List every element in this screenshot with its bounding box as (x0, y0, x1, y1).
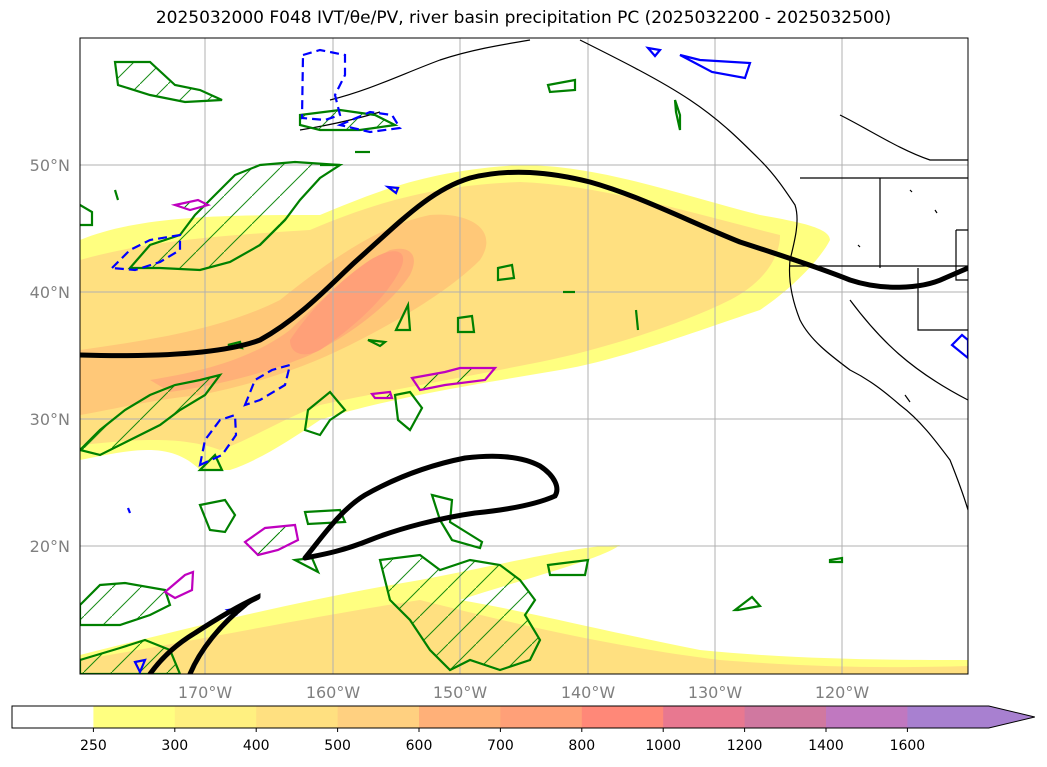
lon-label-150w: 150°W (433, 683, 488, 702)
colorbar-tick-label: 1400 (808, 738, 844, 754)
lon-label-120w: 120°W (815, 683, 870, 702)
theta-e-contours-open (80, 78, 844, 612)
lon-label-170w: 170°W (178, 683, 233, 702)
colorbar-segment (93, 706, 176, 728)
theta-e-contours (80, 60, 542, 674)
lat-labels: 50°N 40°N 30°N 20°N (30, 156, 70, 556)
colorbar-tick-label: 1000 (645, 738, 681, 754)
lat-label-20n: 20°N (30, 537, 70, 556)
colorbar-segment (663, 706, 746, 728)
colorbar-tick-label: 700 (487, 738, 514, 754)
colorbar-segment (174, 706, 257, 728)
lon-label-160w: 160°W (306, 683, 361, 702)
colorbar-segment (826, 706, 908, 728)
colorbar-tick-label: 500 (324, 738, 351, 754)
lon-label-140w: 140°W (561, 683, 616, 702)
colorbar-segment (907, 706, 990, 728)
colorbar-tick-label: 300 (161, 738, 188, 754)
precip-pc-contours (163, 198, 498, 600)
colorbar-segment (12, 706, 94, 728)
map-frame (79, 37, 969, 675)
colorbar-segment (581, 706, 664, 728)
colorbar-segment (256, 706, 339, 728)
colorbar-tick-label: 1600 (890, 738, 926, 754)
lat-label-30n: 30°N (30, 410, 70, 429)
colorbar-tick-label: 1200 (727, 738, 763, 754)
lon-labels: 170°W 160°W 150°W 140°W 130°W 120°W (178, 683, 870, 702)
colorbar: 250 300 400 500 600 700 800 1000 1200 1400 1600 (11, 705, 1035, 754)
colorbar-segment (744, 706, 827, 728)
colorbar-tick-label: 600 (406, 738, 433, 754)
colorbar-segment (500, 706, 583, 728)
colorbar-tick-label: 250 (80, 738, 107, 754)
lat-label-50n: 50°N (30, 156, 70, 175)
map-panel (80, 38, 968, 674)
colorbar-outline (11, 705, 1035, 729)
ivt-contours (80, 169, 968, 674)
coastlines (299, 39, 968, 511)
colorbar-tick-label: 400 (243, 738, 270, 754)
colorbar-extend-arrow (988, 706, 1035, 728)
colorbar-segment (337, 706, 420, 728)
lon-label-130w: 130°W (688, 683, 743, 702)
colorbar-segment (419, 706, 501, 728)
colorbar-tick-label: 800 (568, 738, 595, 754)
figure-title: 2025032000 F048 IVT/θe/PV, river basin p… (155, 8, 892, 28)
lat-label-40n: 40°N (30, 283, 70, 302)
